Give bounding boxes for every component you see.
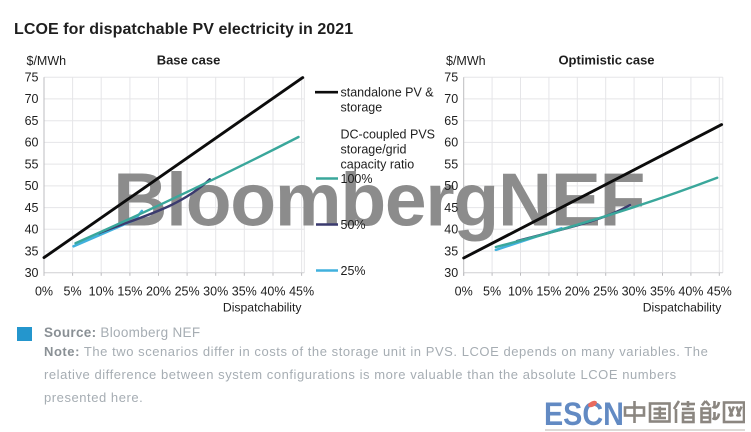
svg-text:50: 50 [25,179,39,193]
svg-text:40: 40 [25,223,39,237]
svg-text:$/MWh: $/MWh [27,54,67,68]
svg-text:40: 40 [444,223,458,237]
svg-text:50: 50 [444,179,458,193]
svg-text:55: 55 [444,157,458,171]
svg-text:15%: 15% [117,285,142,299]
svg-text:100%: 100% [341,172,373,186]
svg-text:20%: 20% [146,285,171,299]
svg-text:35: 35 [444,244,458,258]
svg-text:Base case: Base case [157,53,221,68]
svg-text:35%: 35% [232,285,257,299]
svg-text:25%: 25% [341,264,366,278]
svg-text:DC-coupled PVS: DC-coupled PVS [341,128,436,142]
svg-text:Optimistic case: Optimistic case [558,53,654,68]
svg-text:5%: 5% [64,285,82,299]
svg-text:35%: 35% [650,285,675,299]
svg-text:standalone PV &: standalone PV & [341,86,435,100]
svg-text:50%: 50% [341,218,366,232]
svg-text:40%: 40% [678,285,703,299]
svg-text:15%: 15% [536,285,561,299]
svg-text:25%: 25% [593,285,618,299]
svg-text:60: 60 [25,136,39,150]
svg-text:0%: 0% [35,285,53,299]
svg-text:capacity ratio: capacity ratio [341,158,415,172]
svg-text:10%: 10% [508,285,533,299]
svg-text:65: 65 [25,114,39,128]
svg-text:45%: 45% [289,285,314,299]
svg-text:30: 30 [25,266,39,280]
svg-text:30%: 30% [622,285,647,299]
svg-text:0%: 0% [455,285,473,299]
svg-text:Dispatchability: Dispatchability [643,301,722,315]
svg-text:70: 70 [444,92,458,106]
svg-text:75: 75 [25,71,39,85]
svg-text:70: 70 [25,92,39,106]
svg-text:30: 30 [444,266,458,280]
svg-text:45: 45 [444,201,458,215]
svg-text:25%: 25% [175,285,200,299]
svg-text:storage: storage [341,101,383,115]
svg-text:75: 75 [444,71,458,85]
svg-text:30%: 30% [203,285,228,299]
svg-text:45: 45 [25,201,39,215]
svg-text:40%: 40% [260,285,285,299]
svg-text:35: 35 [25,244,39,258]
svg-text:55: 55 [25,157,39,171]
svg-text:BloombergNEF: BloombergNEF [113,157,644,241]
svg-text:storage/grid: storage/grid [341,143,407,157]
svg-text:5%: 5% [483,285,501,299]
svg-text:Dispatchability: Dispatchability [223,301,302,315]
svg-text:45%: 45% [707,285,732,299]
svg-text:60: 60 [444,136,458,150]
svg-text:$/MWh: $/MWh [446,54,486,68]
svg-text:65: 65 [444,114,458,128]
svg-text:10%: 10% [89,285,114,299]
svg-text:20%: 20% [565,285,590,299]
